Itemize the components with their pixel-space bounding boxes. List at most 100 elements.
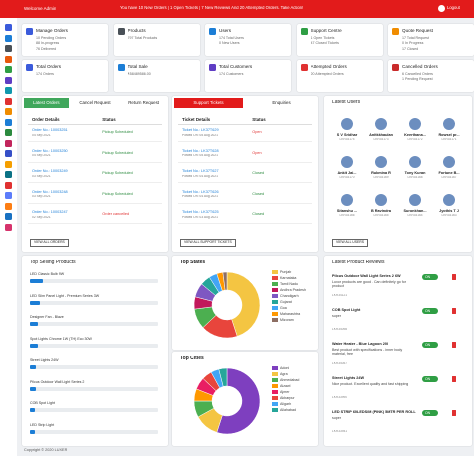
card-title[interactable]: Support Centre	[310, 28, 342, 33]
nav-icon[interactable]	[5, 202, 12, 210]
card: Cancelled Orders 6 Cancelled Orders 1 Pend…	[388, 60, 474, 92]
review-product: Water Heater - Blue Lagoon 20l	[332, 342, 388, 346]
legend-label: Punjab	[280, 269, 292, 274]
legend-swatch	[272, 378, 278, 382]
donut-slice	[222, 271, 228, 291]
nav-icon[interactable]	[5, 150, 12, 157]
footer: Copyright © 2020 LUXER	[24, 448, 68, 452]
avatar[interactable]	[443, 118, 455, 130]
legend-label: Goa	[280, 305, 287, 310]
review-author: LKR33990	[332, 396, 348, 399]
row-main[interactable]: Ticket No.: LK37T628	[182, 148, 219, 153]
divider	[28, 161, 162, 162]
avatar[interactable]	[341, 194, 353, 206]
row-main[interactable]: Ticket No.: LK37T626	[182, 189, 219, 194]
avatar[interactable]	[409, 118, 421, 130]
nav-icon[interactable]	[5, 160, 12, 168]
review-text: Luxor products are good . Can definitely…	[332, 279, 406, 288]
nav-icon[interactable]	[5, 66, 12, 73]
card-title[interactable]: Users	[219, 28, 231, 33]
card-title[interactable]: Total Customers	[219, 64, 253, 69]
avatar[interactable]	[443, 194, 455, 206]
avatar[interactable]	[375, 156, 387, 168]
card: Products 797 Total Products	[113, 24, 200, 56]
nav-icon[interactable]	[5, 76, 12, 84]
nav-icon[interactable]	[5, 192, 12, 199]
nav-icon[interactable]	[5, 34, 12, 42]
avatar[interactable]	[443, 156, 455, 168]
avatar[interactable]	[375, 118, 387, 130]
delete-icon[interactable]	[452, 376, 456, 382]
legend-swatch	[272, 294, 278, 298]
button[interactable]: VIEW ALL SUPPORT TICKETS	[180, 239, 236, 247]
card-title[interactable]: Total Orders	[36, 64, 62, 69]
nav-icon[interactable]	[5, 97, 12, 105]
card-title[interactable]: Manage Orders	[36, 28, 68, 33]
nav-icon[interactable]	[5, 55, 12, 63]
row-main[interactable]: Ticket No.: LK37T625	[182, 210, 219, 214]
nav-icon[interactable]	[5, 213, 12, 220]
card-icon	[300, 28, 308, 35]
notice[interactable]: You have 10 New Orders | 1 Open Tickets …	[120, 6, 304, 10]
toggle[interactable]: ON	[422, 376, 438, 382]
button[interactable]: VIEW ALL USERS	[332, 239, 368, 247]
nav-icon[interactable]	[5, 129, 12, 136]
user-name: Rowsel pr...	[438, 133, 460, 137]
logout[interactable]: Logout	[447, 6, 460, 10]
nav-icon[interactable]	[5, 171, 12, 178]
legend-label: Ajmer	[280, 389, 290, 394]
nav-icon[interactable]	[5, 118, 12, 126]
review-author: LKR34098	[332, 328, 348, 331]
review-author: LKR33941	[332, 430, 348, 433]
card: Users 174 Total Users 0 New Users	[205, 24, 291, 56]
row-main[interactable]: Order No.: 10003251	[32, 128, 68, 132]
toggle[interactable]: ON	[422, 308, 438, 314]
card-title[interactable]: Attempted Orders	[310, 64, 347, 69]
avatar[interactable]	[409, 156, 421, 168]
legend-swatch	[272, 390, 278, 394]
tab[interactable]: Support Tickets	[174, 98, 243, 108]
nav-icon[interactable]	[5, 45, 12, 52]
product-name: Street Lights 24W	[30, 358, 59, 362]
nav-icon[interactable]	[5, 108, 12, 115]
row-main[interactable]: Order No.: 10003250	[32, 148, 68, 153]
tab[interactable]: Latest Orders	[24, 98, 69, 108]
card-icon	[26, 28, 33, 35]
row-main[interactable]: Ticket No.: LK37T629	[182, 128, 219, 132]
user-name: Suronkhan...	[403, 209, 427, 213]
product-name: LED Slim Panel Light - Premium Series 3W	[30, 293, 100, 298]
button[interactable]: VIEW ALL ORDERS	[30, 239, 69, 247]
nav-icon[interactable]	[5, 139, 12, 147]
panel: Top Cities Adoni Agra Ahmedabad Aizawl Ajmer A…	[172, 352, 318, 446]
nav-icon[interactable]	[5, 181, 12, 189]
bar	[30, 386, 37, 391]
avatar[interactable]	[341, 118, 353, 130]
toggle[interactable]: ON	[422, 410, 438, 416]
nav-icon[interactable]	[5, 24, 12, 31]
toggle[interactable]: ON	[422, 274, 438, 280]
panel: Top Selling Products LED Classic Bulb 9W L…	[22, 256, 168, 446]
bar	[30, 429, 36, 434]
card-title[interactable]: Total Sale	[127, 64, 148, 69]
nav-icon[interactable]	[5, 223, 12, 231]
row-main[interactable]: Order No.: 10003247	[32, 210, 68, 214]
card-title[interactable]: Quote Request	[402, 28, 433, 33]
delete-icon[interactable]	[452, 274, 456, 280]
avatar[interactable]	[341, 156, 353, 168]
delete-icon[interactable]	[452, 308, 456, 314]
tab[interactable]: Return Request	[128, 100, 160, 105]
delete-icon[interactable]	[452, 410, 456, 416]
card: Total Sale ₹58489586.00	[113, 60, 200, 92]
tab[interactable]: Enquiries	[272, 100, 291, 105]
row-main[interactable]: Ticket No.: LK37T627	[182, 169, 219, 173]
card-title[interactable]: Cancelled Orders	[402, 64, 438, 69]
avatar[interactable]	[409, 194, 421, 206]
nav-icon[interactable]	[5, 87, 12, 94]
avatar[interactable]	[375, 194, 387, 206]
card-title[interactable]: Products	[127, 28, 146, 33]
toggle[interactable]: ON	[422, 342, 438, 348]
delete-icon[interactable]	[452, 342, 456, 348]
row-main[interactable]: Order No.: 10003248	[32, 189, 68, 194]
row-main[interactable]: Order No.: 10003249	[32, 169, 68, 173]
tab[interactable]: Cancel Request	[79, 100, 111, 105]
